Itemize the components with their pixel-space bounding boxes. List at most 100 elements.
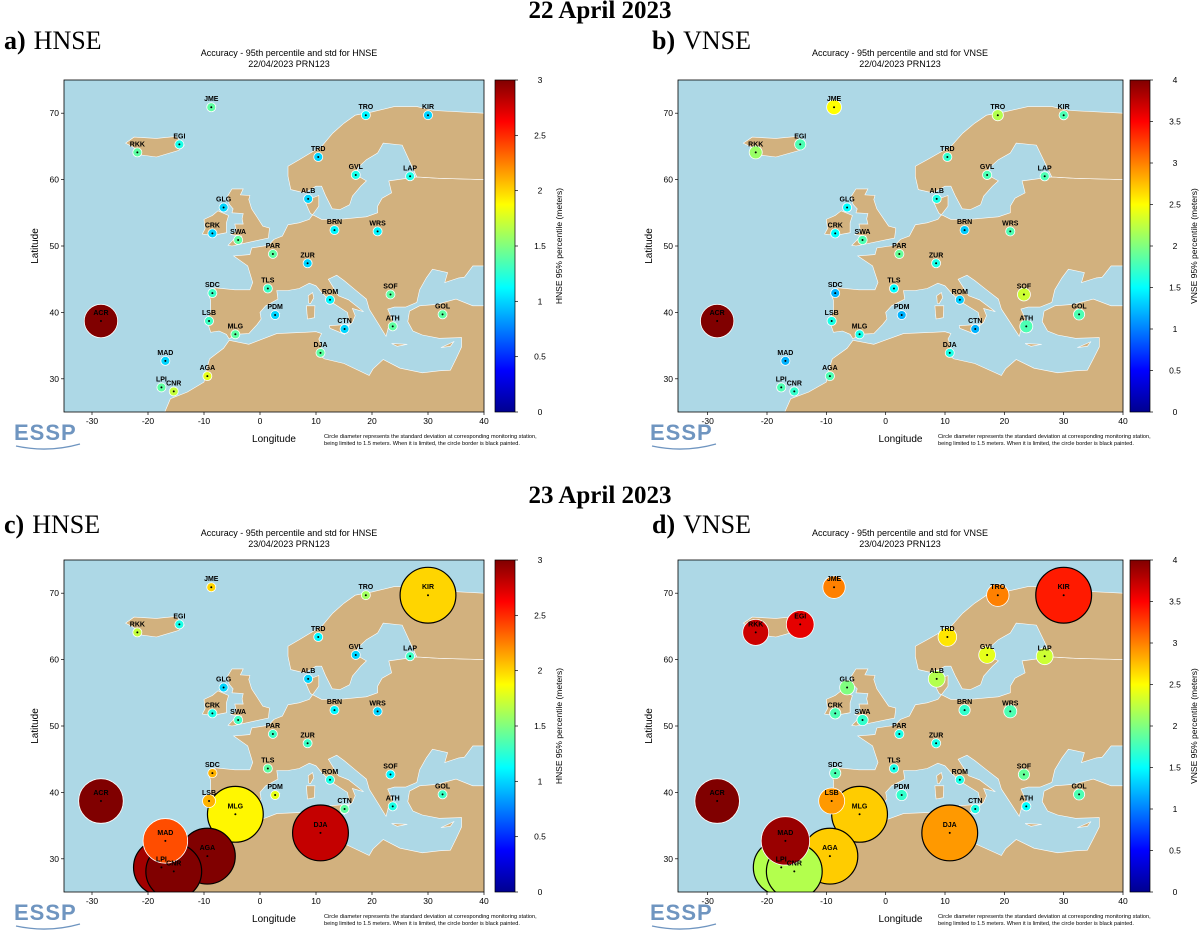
- station-dot: [935, 677, 938, 680]
- station-label: JME: [827, 96, 842, 103]
- station-dot: [409, 655, 412, 658]
- station-label: JME: [204, 96, 219, 103]
- station-label: GVL: [349, 644, 364, 651]
- station-dot: [389, 293, 392, 296]
- station-dot: [160, 386, 163, 389]
- land-polygon: [227, 668, 270, 727]
- station-label: SOF: [1017, 763, 1032, 770]
- x-axis-label: Longitude: [879, 914, 923, 925]
- station-dot: [900, 314, 903, 317]
- station-label: TLS: [887, 277, 901, 284]
- station-dot: [834, 232, 837, 235]
- map-area: JME TRO KIR RKK EGI TRD GVL LAP ALB GLG CRK SWA BRN W…: [678, 560, 1123, 892]
- x-tick-label: -20: [761, 416, 774, 426]
- station-label: PDM: [894, 784, 910, 791]
- station-dot: [793, 390, 796, 393]
- station-label: GOL: [1072, 783, 1088, 790]
- station-label: CRK: [828, 222, 843, 229]
- station-dot: [441, 313, 444, 316]
- station-dot: [935, 262, 938, 265]
- x-tick-label: 0: [883, 896, 888, 906]
- colorbar-tick-label: 3: [1173, 638, 1178, 648]
- colorbar-tick-label: 3.5: [1169, 117, 1181, 127]
- panel-label-a: a) HNSE: [4, 26, 102, 56]
- station-dot: [830, 800, 833, 803]
- station-label: LSB: [202, 790, 216, 797]
- station-dot: [898, 252, 901, 255]
- station-label: TRO: [990, 584, 1005, 591]
- station-label: CRK: [205, 702, 220, 709]
- station-label: CRK: [828, 702, 843, 709]
- x-tick-label: 20: [1000, 416, 1010, 426]
- x-tick-label: -30: [702, 416, 715, 426]
- station-label: DJA: [313, 342, 327, 349]
- station-dot: [1025, 325, 1028, 328]
- station-label: RKK: [748, 621, 763, 628]
- colorbar-tick-label: 1.5: [534, 241, 546, 251]
- station-dot: [210, 106, 213, 109]
- footnote-line-2: being limited to 1.5 meters. When it is …: [938, 441, 1134, 447]
- station-label: SWA: [855, 709, 871, 716]
- station-dot: [306, 742, 309, 745]
- station-dot: [830, 320, 833, 323]
- station-label: ALB: [301, 188, 315, 195]
- chart-panel-c: Accuracy - 95th percentile and std for H…: [14, 528, 564, 930]
- station-label: SOF: [383, 283, 398, 290]
- essp-logo: ESSP: [650, 900, 717, 930]
- panel-name: HNSE: [33, 26, 102, 55]
- colorbar-tick-label: 1: [538, 776, 543, 786]
- y-axis-label: Latitude: [644, 708, 655, 744]
- station-dot: [391, 325, 394, 328]
- footnote-line-1: Circle diameter represents the standard …: [324, 434, 537, 440]
- x-tick-label: -10: [198, 896, 211, 906]
- station-dot: [834, 712, 837, 715]
- colorbar: [494, 79, 516, 413]
- y-tick-label: 50: [50, 721, 60, 731]
- panel-name: VNSE: [683, 26, 752, 55]
- station-label: ACR: [710, 790, 725, 797]
- colorbar-tick-label: 4: [1173, 555, 1178, 565]
- colorbar: [494, 559, 516, 893]
- station-dot: [427, 114, 429, 117]
- x-axis-label: Longitude: [879, 434, 923, 445]
- land-polygon: [1024, 343, 1042, 347]
- land-polygon: [678, 298, 1123, 412]
- station-dot: [354, 173, 357, 176]
- x-tick-label: 0: [258, 416, 263, 426]
- x-tick-label: 10: [940, 896, 950, 906]
- station-label: GLG: [216, 196, 232, 203]
- station-label: LPI: [776, 376, 787, 383]
- station-dot: [391, 805, 394, 808]
- station-label: GVL: [349, 164, 364, 171]
- station-dot: [1025, 805, 1028, 808]
- station-dot: [271, 732, 274, 735]
- station-dot: [996, 114, 999, 117]
- footnote-line-2: being limited to 1.5 meters. When it is …: [324, 441, 520, 447]
- essp-logo-text: ESSP: [650, 420, 713, 445]
- station-label: TLS: [261, 277, 275, 284]
- colorbar-tick-label: 2: [538, 186, 543, 196]
- station-dot: [343, 328, 346, 330]
- station-dot: [1062, 114, 1065, 117]
- station-dot: [1009, 710, 1012, 713]
- colorbar-tick-label: 3: [538, 75, 543, 85]
- y-tick-label: 60: [50, 655, 60, 665]
- x-tick-label: -10: [198, 416, 211, 426]
- colorbar-tick-label: 3: [538, 555, 543, 565]
- colorbar-tick-label: 4: [1173, 75, 1178, 85]
- colorbar-tick-label: 1: [1173, 804, 1178, 814]
- station-dot: [799, 623, 802, 626]
- station-label: ZUR: [300, 252, 314, 259]
- station-label: ROM: [322, 289, 339, 296]
- station-dot: [780, 866, 783, 869]
- station-label: ATH: [386, 315, 400, 322]
- station-dot: [164, 839, 167, 842]
- panel-name: VNSE: [683, 510, 752, 539]
- y-axis-label: Latitude: [644, 228, 655, 264]
- essp-logo-text: ESSP: [14, 420, 77, 445]
- x-tick-label: -20: [142, 416, 155, 426]
- x-tick-label: 40: [1118, 416, 1128, 426]
- station-dot: [274, 314, 277, 317]
- station-dot: [833, 586, 836, 589]
- x-tick-label: 30: [1059, 416, 1069, 426]
